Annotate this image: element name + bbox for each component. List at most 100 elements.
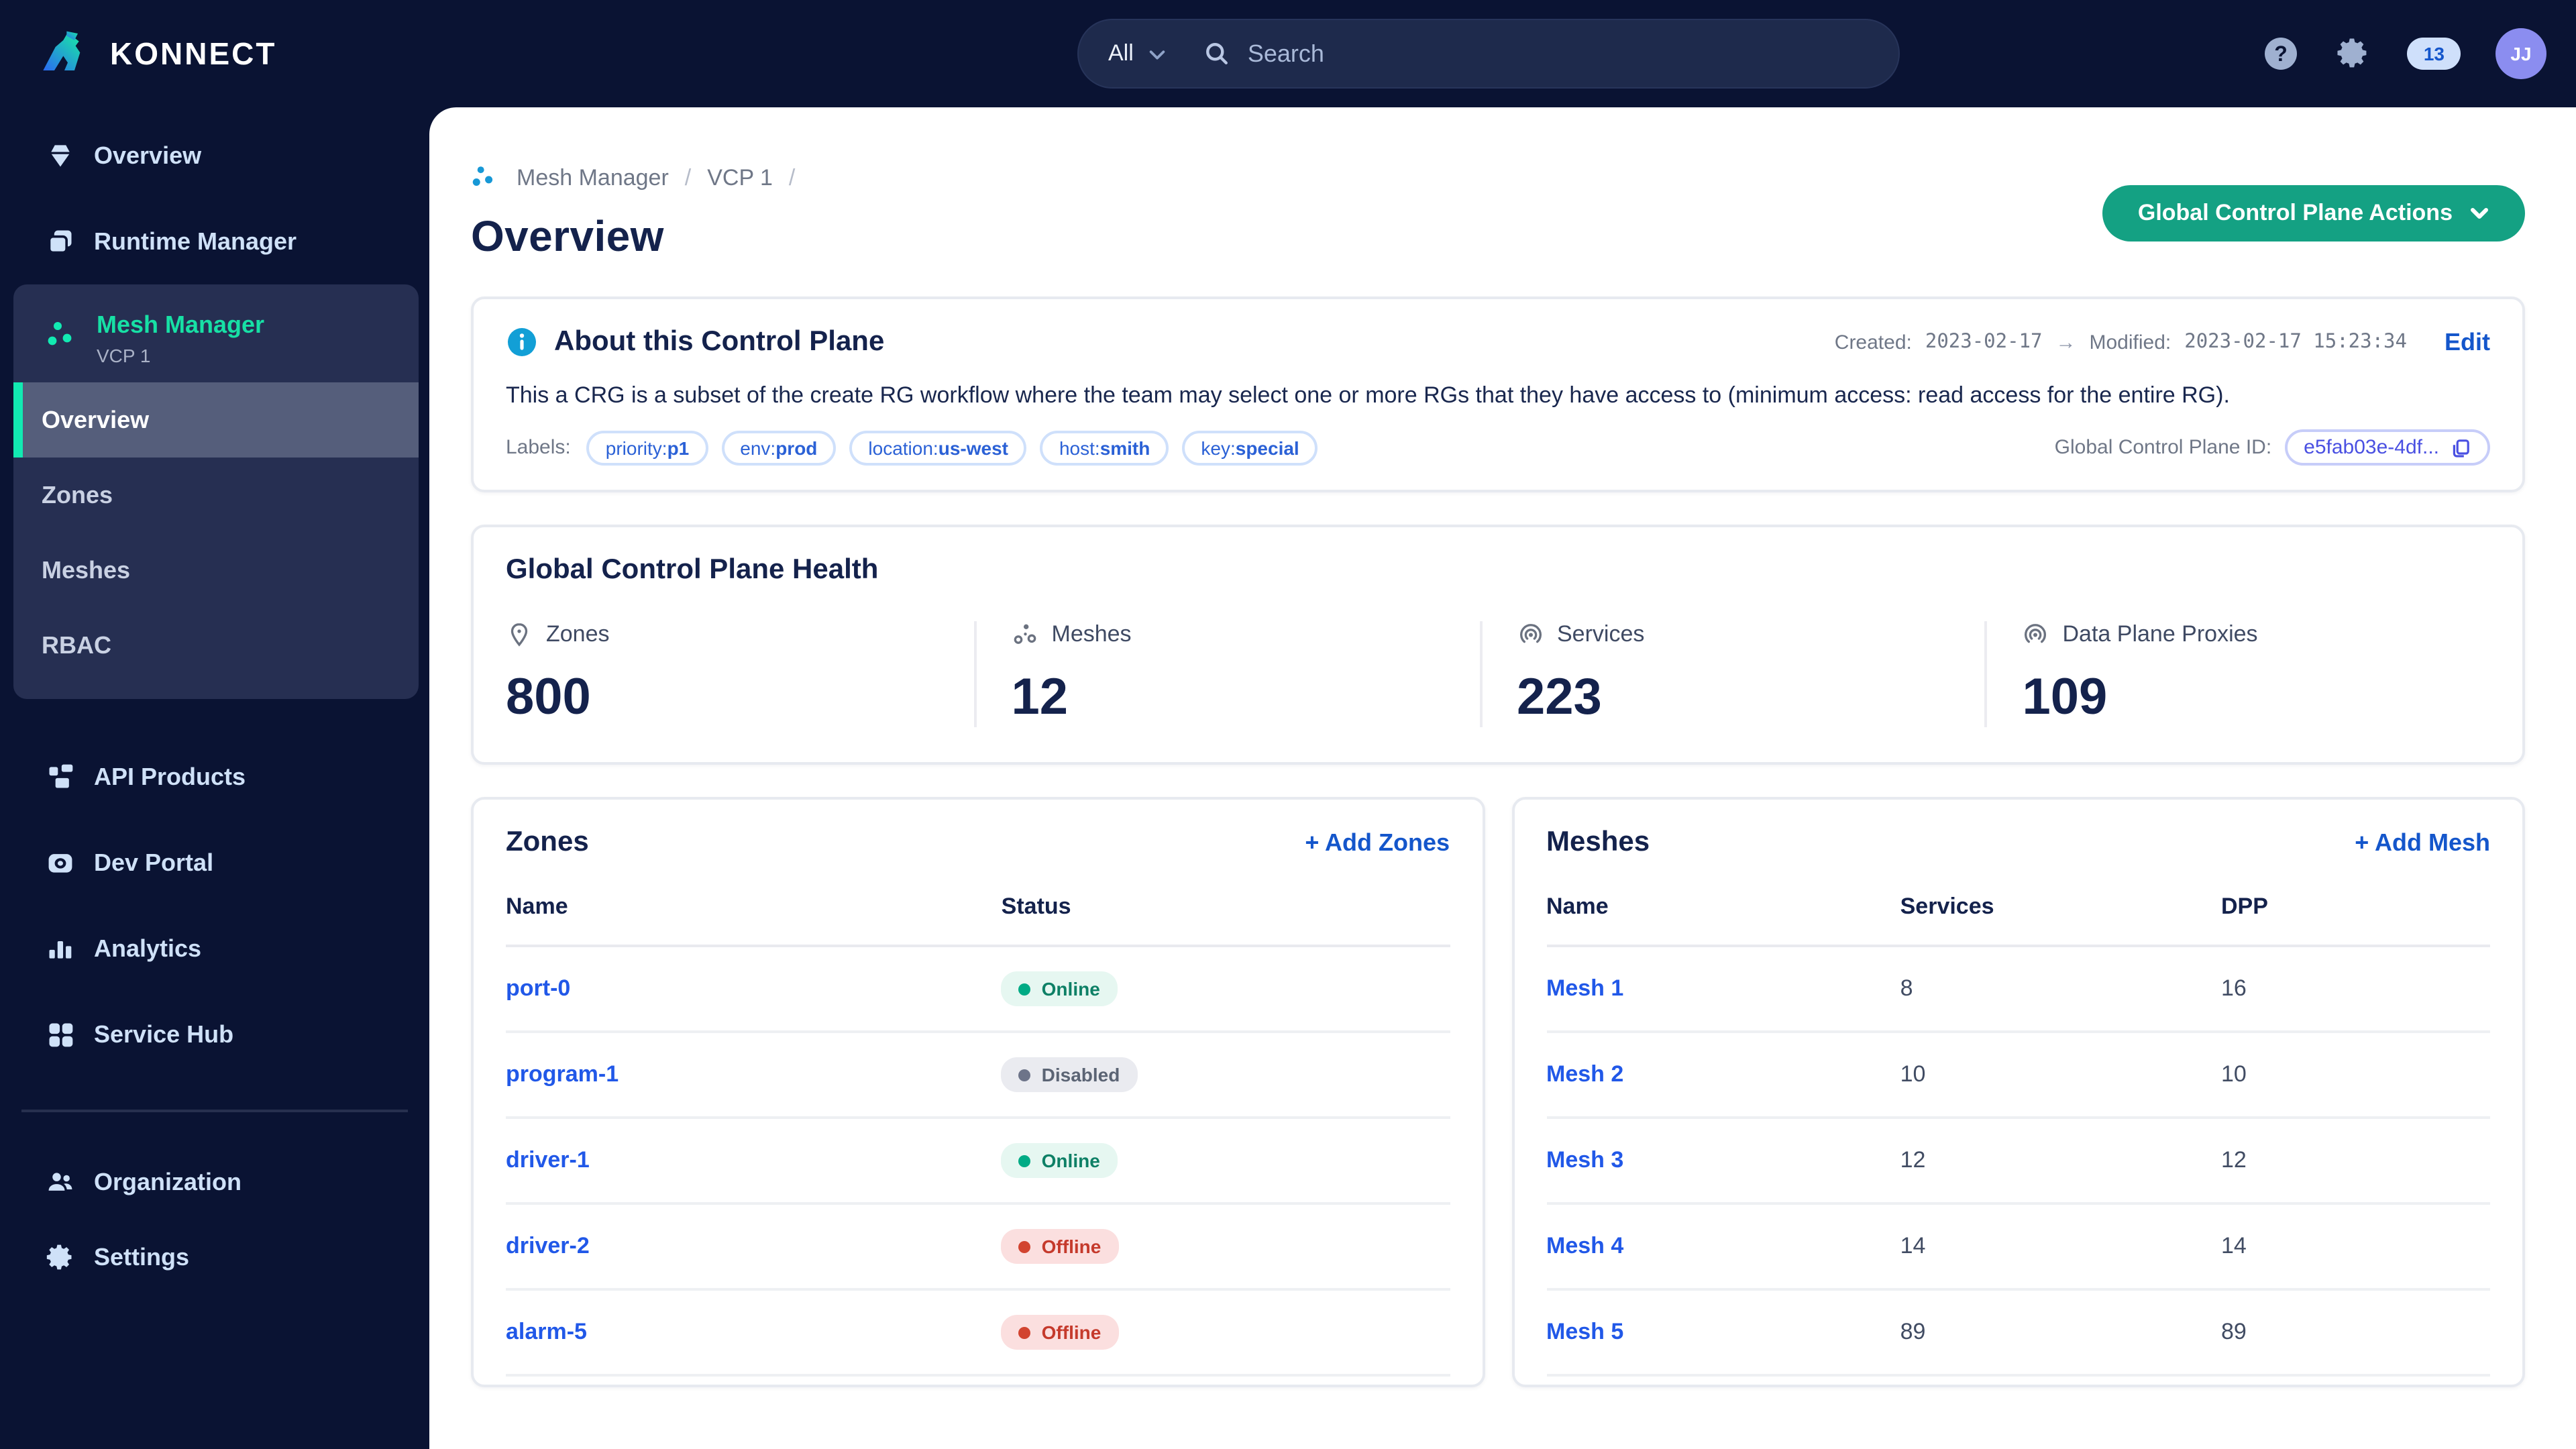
label-pill-key[interactable]: key:special	[1182, 430, 1318, 465]
table-row[interactable]: driver-1 Online	[506, 1118, 1450, 1205]
mesh-link[interactable]: Mesh 1	[1546, 975, 1624, 1001]
table-row[interactable]: Mesh 5 89 89	[1546, 1289, 2490, 1377]
table-row[interactable]: Mesh 4 14 14	[1546, 1203, 2490, 1291]
sidebar-item-overview[interactable]: Overview	[0, 113, 429, 199]
stat-label: Zones	[546, 621, 610, 647]
mesh-services-count: 8	[1900, 946, 2221, 1033]
settings-gear-icon	[46, 1242, 75, 1272]
label-value: smith	[1099, 437, 1150, 458]
avatar[interactable]: JJ	[2496, 28, 2546, 79]
mesh-dpp-count: 89	[2221, 1289, 2490, 1377]
control-plane-id-caption: Global Control Plane ID:	[2054, 436, 2272, 459]
sidebar-item-label: Settings	[94, 1243, 190, 1270]
mesh-dpp-count: 14	[2221, 1203, 2490, 1291]
table-row[interactable]: alarm-5 Offline	[506, 1289, 1450, 1377]
mesh-link[interactable]: Mesh 5	[1546, 1319, 1624, 1344]
sidebar-item-service-hub[interactable]: Service Hub	[0, 991, 429, 1077]
created-modified-meta: Created: 2023-02-17 → Modified: 2023-02-…	[1835, 331, 2407, 354]
beacon-icon	[1517, 621, 1544, 648]
api-products-icon	[46, 762, 75, 792]
search-icon	[1202, 39, 1232, 68]
brand-logo[interactable]: KONNECT	[38, 27, 276, 80]
add-zones-button[interactable]: + Add Zones	[1305, 828, 1450, 855]
label-key: location:	[868, 437, 938, 458]
organization-people-icon	[46, 1166, 75, 1198]
zones-card-title: Zones	[506, 826, 589, 857]
sidebar-item-runtime-manager[interactable]: Runtime Manager	[0, 199, 429, 284]
zone-link[interactable]: program-1	[506, 1061, 619, 1087]
sidebar-item-api-products[interactable]: API Products	[0, 734, 429, 820]
add-mesh-button[interactable]: + Add Mesh	[2355, 828, 2490, 855]
label-pill-host[interactable]: host:smith	[1040, 430, 1169, 465]
stat-label: Meshes	[1051, 621, 1132, 647]
meshes-col-name: Name	[1546, 872, 1900, 947]
search-input[interactable]	[1247, 40, 1869, 68]
chevron-down-icon	[2469, 203, 2490, 224]
sidebar-item-label: API Products	[94, 763, 246, 790]
meshes-col-services: Services	[1900, 872, 2221, 947]
mesh-services-count: 10	[1900, 1032, 2221, 1119]
sidebar-item-dev-portal[interactable]: Dev Portal	[0, 820, 429, 906]
global-control-plane-actions-button[interactable]: Global Control Plane Actions	[2102, 185, 2525, 241]
zone-link[interactable]: driver-1	[506, 1147, 590, 1173]
sidebar-subitem-meshes[interactable]: Meshes	[42, 556, 131, 583]
created-label: Created:	[1834, 331, 1912, 354]
table-row[interactable]: program-1 Disabled	[506, 1032, 1450, 1119]
global-search[interactable]: All	[1077, 19, 1900, 89]
status-dot-icon	[1018, 1240, 1031, 1252]
table-row[interactable]: Mesh 2 10 10	[1546, 1032, 2490, 1119]
control-plane-description: This a CRG is a subset of the create RG …	[506, 382, 2230, 408]
gear-icon[interactable]	[2335, 35, 2373, 72]
label-value: special	[1235, 437, 1299, 458]
stat-meshes: Meshes 12	[973, 621, 1480, 727]
control-plane-id-value: e5fab03e-4df...	[2304, 436, 2439, 459]
mesh-link[interactable]: Mesh 4	[1546, 1233, 1624, 1258]
breadcrumb-root[interactable]: Mesh Manager	[517, 165, 669, 191]
table-row[interactable]: port-0 Online	[506, 946, 1450, 1033]
stat-services: Services 223	[1479, 621, 1985, 727]
label-pill-env[interactable]: env:prod	[721, 430, 837, 465]
status-dot-icon	[1018, 1069, 1031, 1081]
meshes-table: Name Services DPP Mesh 1 8 16 Mesh 2	[1546, 872, 2490, 1377]
breadcrumb-separator: /	[684, 165, 692, 191]
label-pill-priority[interactable]: priority:p1	[586, 430, 708, 465]
notification-count-badge[interactable]: 13	[2407, 38, 2461, 70]
table-row[interactable]: Mesh 1 8 16	[1546, 946, 2490, 1033]
search-scope-select[interactable]: All	[1108, 40, 1167, 67]
zone-link[interactable]: driver-2	[506, 1233, 590, 1258]
sidebar-item-mesh-manager[interactable]: Mesh Manager VCP 1	[13, 306, 419, 382]
sidebar-item-settings[interactable]: Settings	[0, 1220, 429, 1295]
edit-link[interactable]: Edit	[2445, 328, 2490, 355]
help-icon[interactable]: ?	[2263, 35, 2300, 72]
copy-icon[interactable]	[2450, 437, 2471, 458]
sidebar-subitem-zones[interactable]: Zones	[42, 481, 113, 508]
svg-text:?: ?	[2275, 42, 2288, 66]
sidebar-item-organization[interactable]: Organization	[0, 1144, 429, 1220]
zone-link[interactable]: port-0	[506, 975, 571, 1001]
mesh-link[interactable]: Mesh 3	[1546, 1147, 1624, 1173]
top-bar: KONNECT All ? 13 JJ	[0, 0, 2576, 107]
zones-col-status: Status	[1001, 872, 1450, 947]
sidebar-subitem-overview[interactable]: Overview	[13, 382, 419, 458]
zones-table: Name Status port-0 Online program-1 Disa…	[506, 872, 1450, 1377]
zone-link[interactable]: alarm-5	[506, 1319, 587, 1344]
breadcrumb-mesh-dots-icon	[471, 164, 500, 193]
mesh-dpp-count: 10	[2221, 1032, 2490, 1119]
stat-value: 223	[1517, 669, 1602, 726]
table-row[interactable]: Mesh 3 12 12	[1546, 1118, 2490, 1205]
label-pill-location[interactable]: location:us-west	[849, 430, 1027, 465]
mesh-dots-icon	[46, 319, 78, 358]
stat-value: 800	[506, 669, 591, 726]
sidebar-item-label: Organization	[94, 1168, 242, 1195]
table-row[interactable]: driver-2 Offline	[506, 1203, 1450, 1291]
sidebar-item-analytics[interactable]: Analytics	[0, 906, 429, 991]
mesh-services-count: 12	[1900, 1118, 2221, 1205]
service-hub-grid-icon	[46, 1020, 75, 1049]
sidebar-subitem-rbac[interactable]: RBAC	[42, 631, 111, 658]
label-key: host:	[1059, 437, 1100, 458]
breadcrumb-current[interactable]: VCP 1	[707, 165, 773, 191]
mesh-link[interactable]: Mesh 2	[1546, 1061, 1624, 1087]
stat-label: Services	[1557, 621, 1645, 647]
control-plane-id-pill[interactable]: e5fab03e-4df...	[2285, 429, 2490, 466]
